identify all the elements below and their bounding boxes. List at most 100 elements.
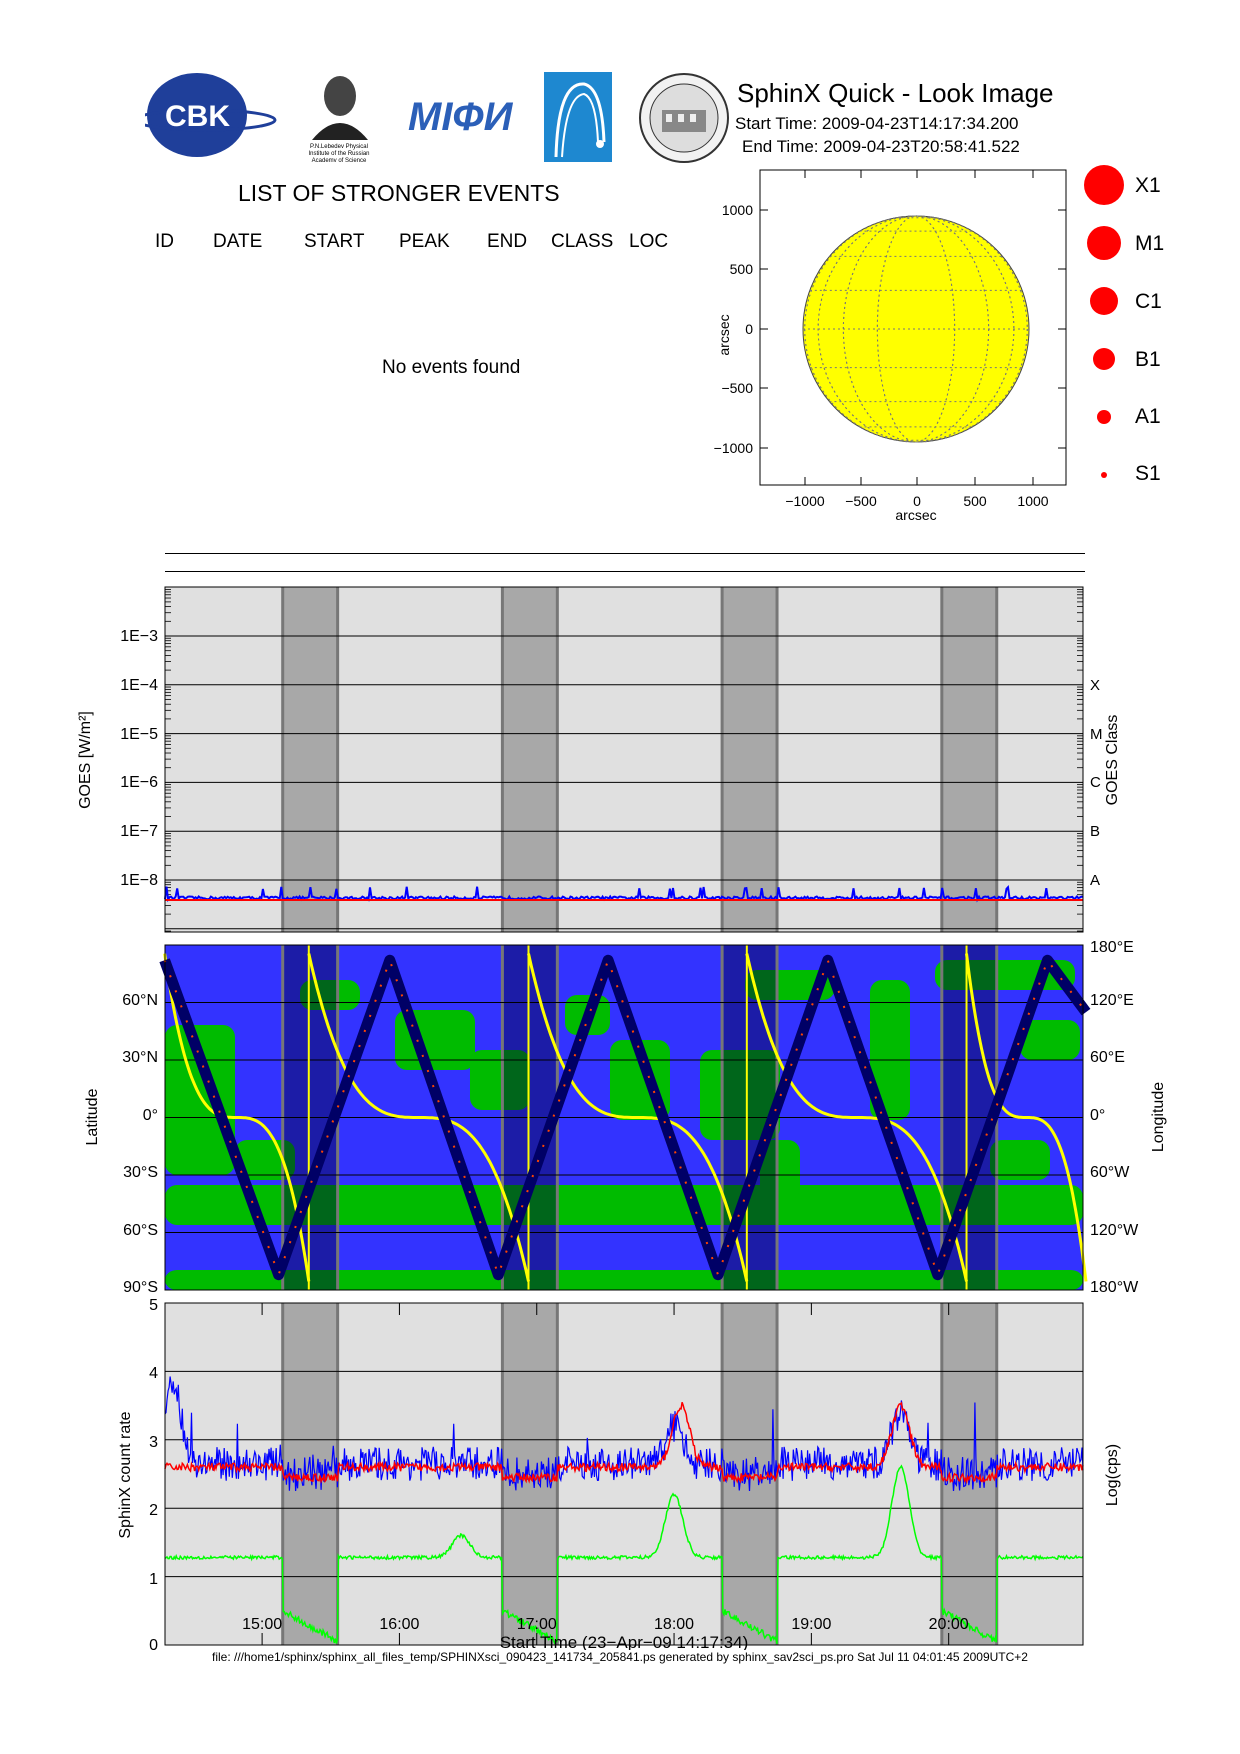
eclipse-band: [282, 587, 338, 932]
sphinx-xlabel: Start Time (23−Apr−09 14:17:34): [500, 1633, 749, 1650]
goes-class-tick: A: [1090, 872, 1100, 889]
goes-series-line: [164, 884, 1084, 903]
lon-tick: 60°E: [1090, 1049, 1125, 1066]
legend-dot-a1: [1097, 410, 1111, 424]
sun-map: arcsec arcsec −1000 −500 0 500 1000 1000…: [714, 169, 1067, 523]
events-col-date: DATE: [213, 231, 263, 252]
land-mass: [760, 1140, 800, 1200]
lat-tick: 90°S: [123, 1279, 158, 1296]
no-events-message: No events found: [382, 357, 521, 378]
eclipse-band: [941, 587, 997, 932]
sphinx-xtick: 16:00: [379, 1616, 419, 1633]
events-col-loc: LOC: [629, 231, 669, 252]
arc-logo: [544, 72, 612, 162]
sphinx-series-line: [164, 1401, 1084, 1485]
sun-map-ytick: 0: [745, 321, 753, 337]
orbit-y2label: Longitude: [1150, 1082, 1167, 1152]
land-mass: [1020, 1020, 1080, 1060]
longitude-curve: [307, 953, 530, 1282]
sun-map-xtick: −1000: [785, 493, 825, 509]
goes-class-label: GOES Class: [1104, 715, 1121, 806]
end-time: End Time: 2009-04-23T20:58:41.522: [742, 137, 1020, 156]
events-col-id: ID: [155, 231, 174, 252]
separator-line: [165, 571, 1085, 572]
land-mass: [870, 980, 910, 1120]
sphinx-xtick: 19:00: [791, 1616, 831, 1633]
sphinx-ylabel: SphinX count rate: [117, 1411, 134, 1538]
legend-label-m1: M1: [1135, 232, 1164, 255]
goes-class-tick: X: [1090, 677, 1100, 694]
sun-map-xtick: 0: [913, 493, 921, 509]
land-mass: [470, 1050, 530, 1110]
orbit-panel: Latitude Longitude 60°N 30°N 0° 30°S 60°…: [84, 939, 1167, 1296]
lat-tick: 60°N: [122, 992, 158, 1009]
sun-map-xtick: −500: [845, 493, 877, 509]
eclipse-band: [282, 1303, 338, 1645]
solar-meridian: [842, 215, 990, 443]
legend-dot-s1: [1101, 472, 1107, 478]
sphinx-ytick: 5: [149, 1297, 158, 1314]
eclipse-band: [502, 587, 558, 932]
goes-class-tick: M: [1090, 726, 1103, 743]
mifi-logo: MIФИ: [408, 95, 514, 139]
sphinx-xtick: 15:00: [242, 1616, 282, 1633]
events-title: LIST OF STRONGER EVENTS: [238, 180, 560, 206]
sphinx-ytick: 4: [149, 1365, 158, 1382]
goes-ytick: 1E−3: [120, 628, 158, 645]
legend-label-a1: A1: [1135, 405, 1161, 428]
lon-tick: 0°: [1090, 1107, 1105, 1124]
svg-text:Academy of Science: Academy of Science: [312, 158, 367, 162]
sun-map-ytick: −1000: [714, 440, 754, 456]
sun-map-ytick: 500: [730, 261, 754, 277]
page-title: SphinX Quick - Look Image: [737, 78, 1054, 108]
events-col-class: CLASS: [551, 231, 614, 252]
goes-panel: GOES [W/m²] GOES Class 1E−3 1E−4 1E−5 1E…: [77, 586, 1121, 933]
events-col-start: START: [304, 231, 365, 252]
lon-tick: 180°E: [1090, 939, 1134, 956]
sphinx-panel: SphinX count rate Log(cps) 5 4 3 2 1 0 1…: [117, 1297, 1121, 1650]
goes-ytick: 1E−8: [120, 872, 158, 889]
land-mass: [165, 1185, 1083, 1225]
class-legend: X1 M1 C1 B1 A1 S1: [1084, 165, 1164, 485]
goes-ytick: 1E−7: [120, 823, 158, 840]
goes-ytick: 1E−6: [120, 774, 158, 791]
longitude-curve: [965, 953, 1088, 1282]
start-time: Start Time: 2009-04-23T14:17:34.200: [735, 114, 1019, 133]
sun-map-xtick: 1000: [1017, 493, 1048, 509]
lon-tick: 120°W: [1090, 1222, 1139, 1239]
goes-ytick: 1E−5: [120, 726, 158, 743]
svg-text:Institute of the Russian: Institute of the Russian: [308, 151, 369, 157]
sphinx-ytick: 0: [149, 1637, 158, 1650]
lon-tick: 180°W: [1090, 1279, 1139, 1296]
legend-label-b1: B1: [1135, 348, 1161, 371]
goes-ylabel: GOES [W/m²]: [77, 711, 94, 809]
sun-map-ytick: 1000: [722, 202, 753, 218]
land-mass: [165, 1025, 235, 1175]
orbit-ylabel: Latitude: [84, 1088, 101, 1145]
eclipse-band: [722, 587, 778, 932]
legend-label-s1: S1: [1135, 462, 1161, 485]
sun-map-xlabel: arcsec: [895, 507, 936, 523]
lon-tick: 120°E: [1090, 992, 1134, 1009]
longitude-curve: [163, 953, 311, 1282]
sphinx-xtick: 18:00: [654, 1616, 694, 1633]
svg-text:CBK: CBK: [165, 100, 230, 133]
svg-text:P.N.Lebedev Physical: P.N.Lebedev Physical: [310, 144, 368, 150]
sphinx-series-line: [164, 1376, 1084, 1492]
lebedev-institute-logo: P.N.Lebedev Physical Institute of the Ru…: [292, 76, 387, 162]
solar-meridian: [804, 215, 1028, 443]
legend-dot-x1: [1084, 165, 1124, 205]
sun-map-ytick: −500: [721, 380, 753, 396]
sphinx-xtick: 17:00: [517, 1616, 557, 1633]
sphinx-series-line: [164, 1464, 1084, 1645]
orbit-track: [159, 954, 1091, 1281]
sphinx-ytick: 2: [149, 1502, 158, 1519]
goes-ytick: 1E−4: [120, 677, 158, 694]
sphinx-xtick: 20:00: [929, 1616, 969, 1633]
goes-class-tick: C: [1090, 774, 1101, 791]
legend-label-x1: X1: [1135, 174, 1161, 197]
separator-line: [165, 553, 1085, 554]
plot-panels: GOES [W/m²] GOES Class 1E−3 1E−4 1E−5 1E…: [77, 586, 1167, 1650]
lat-tick: 30°N: [122, 1049, 158, 1066]
land-mass: [165, 1270, 1083, 1290]
